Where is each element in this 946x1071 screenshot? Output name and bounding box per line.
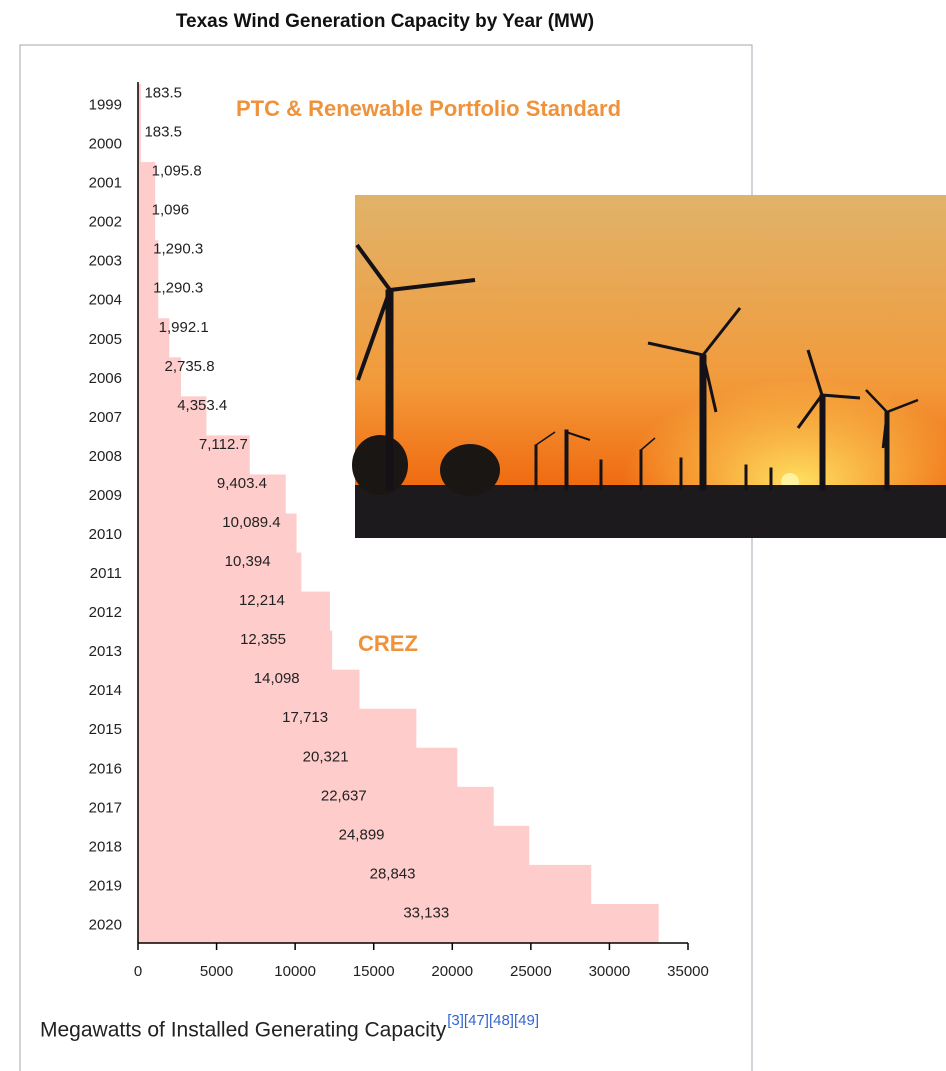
value-label: 33,133 [403,904,449,921]
x-tick-label: 25000 [510,963,552,980]
value-label: 17,713 [282,709,328,726]
value-label: 14,098 [254,670,300,687]
y-tick-label: 2014 [89,682,122,699]
value-label: 2,735.8 [164,358,214,375]
value-label: 1,096 [152,202,190,219]
value-label: 1,290.3 [153,241,203,258]
y-tick-label: 2013 [89,643,122,660]
y-tick-label: 2017 [89,799,122,816]
value-label: 10,394 [225,553,271,570]
bar [138,669,360,710]
value-label: 7,112.7 [199,436,248,453]
bar [138,357,181,397]
bar [138,786,494,827]
value-label: 1,992.1 [159,319,209,336]
y-tick-label: 2007 [89,409,122,426]
citation-link[interactable]: [48] [489,1012,514,1029]
bar [138,123,141,163]
value-label: 1,290.3 [153,280,203,297]
value-label: 183.5 [144,84,182,101]
x-tick-label: 10000 [274,963,316,980]
bar [138,708,417,749]
x-tick-label: 0 [134,963,142,980]
y-tick-label: 2012 [89,604,122,621]
bar [138,591,330,632]
y-tick-label: 2006 [89,370,122,387]
annotation: CREZ [358,631,418,656]
value-label: 20,321 [303,748,349,765]
value-label: 9,403.4 [217,475,267,492]
value-label: 1,095.8 [152,163,202,180]
y-tick-label: 2009 [89,487,122,504]
plot: 1999 183.5 2000 183.5 2001 1,095.8 2002 1,096 20… [89,82,709,980]
bar [138,84,141,124]
citation-link[interactable]: [49] [514,1012,539,1029]
y-tick-label: 2000 [89,136,122,153]
y-tick-label: 2018 [89,838,122,855]
y-tick-label: 2005 [89,331,122,348]
bar [138,318,170,358]
value-label: 12,355 [240,631,286,648]
y-tick-label: 2003 [89,253,122,270]
y-tick-label: 2011 [90,565,122,582]
x-tick-label: 15000 [353,963,395,980]
x-tick-label: 35000 [667,963,709,980]
y-tick-label: 2016 [89,760,122,777]
y-tick-label: 2010 [89,526,122,543]
y-tick-label: 2019 [89,877,122,894]
value-label: 10,089.4 [222,514,280,531]
citation-link[interactable]: [47] [464,1012,489,1029]
value-label: 4,353.4 [177,397,227,414]
citation-link[interactable]: [3] [447,1012,464,1029]
value-label: 28,843 [370,865,416,882]
y-tick-label: 2015 [89,721,122,738]
value-label: 12,214 [239,592,285,609]
x-tick-label: 30000 [589,963,631,980]
bar [138,825,530,866]
bar [138,396,207,436]
y-tick-label: 2008 [89,448,122,465]
bar [138,630,333,671]
y-tick-label: 1999 [89,96,122,113]
bar [138,435,250,475]
photo [352,195,946,538]
frame [19,44,753,1071]
bar [138,513,297,554]
bar [138,552,302,593]
y-tick-label: 2004 [89,292,122,309]
x-tick-label: 20000 [431,963,473,980]
bar [138,903,659,944]
annotations: PTC & Renewable Portfolio Standard CREZ Me… [40,96,621,1042]
value-label: 24,899 [339,826,385,843]
x-tick-label: 5000 [200,963,233,980]
y-tick-label: 2001 [89,175,122,192]
bar [138,279,159,319]
y-tick-label: 2002 [89,214,122,231]
bar [138,201,156,241]
bar [138,864,592,905]
bar [138,747,458,788]
value-label: 183.5 [144,124,182,141]
y-tick-label: 2020 [89,916,122,933]
x-axis-label: Megawatts of Installed Generating Capaci… [40,1019,447,1042]
annotation: PTC & Renewable Portfolio Standard [236,96,621,121]
bar [138,240,159,280]
chart-title: Texas Wind Generation Capacity by Year (… [176,11,594,32]
bar [138,162,156,202]
value-label: 22,637 [321,787,367,804]
bar [138,474,286,514]
